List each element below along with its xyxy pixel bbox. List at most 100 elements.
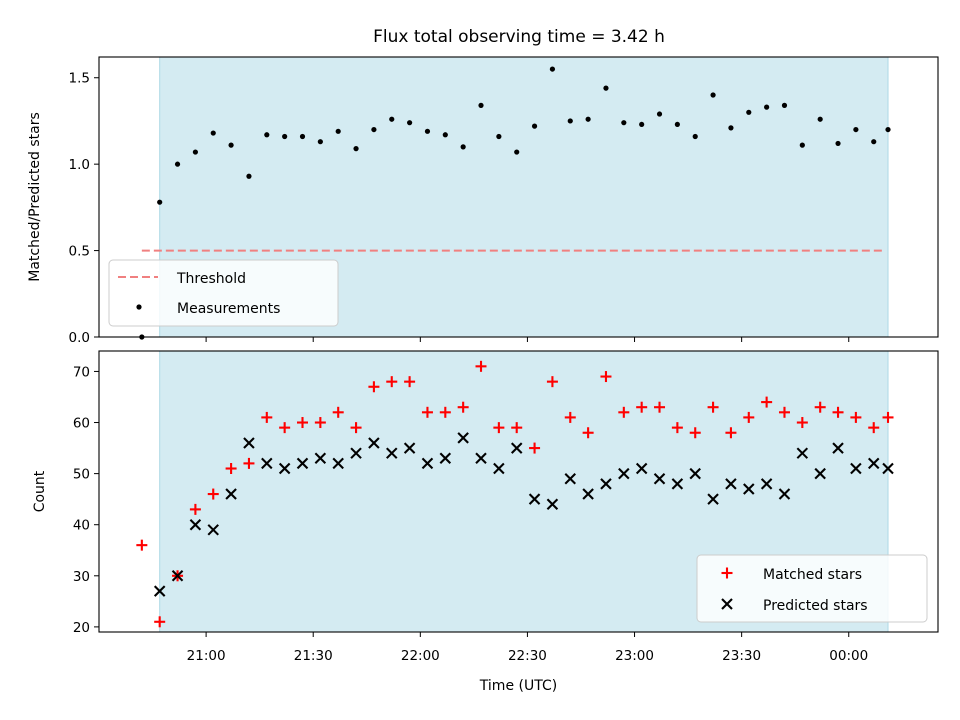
predicted-point xyxy=(386,447,398,459)
matched-point xyxy=(332,406,344,418)
x-tick-label: 22:00 xyxy=(401,648,440,664)
measurement-point xyxy=(407,120,413,126)
x-axis-label: Time (UTC) xyxy=(479,678,557,694)
matched-point xyxy=(868,422,880,434)
count-points xyxy=(136,360,894,628)
x-tick-label: 21:00 xyxy=(187,648,226,664)
top-legend: Threshold Measurements xyxy=(108,259,339,327)
x-tick-label: 21:30 xyxy=(294,648,333,664)
measurement-point xyxy=(246,173,252,179)
bottom-y-tick-label: 60 xyxy=(73,416,90,432)
predicted-point xyxy=(618,467,630,480)
measurement-point xyxy=(460,144,466,150)
predicted-point xyxy=(350,447,362,459)
measurement-point xyxy=(885,126,891,133)
matched-point xyxy=(207,488,219,500)
measurement-point xyxy=(264,132,270,138)
predicted-point xyxy=(814,467,826,480)
x-tick-label: 22:30 xyxy=(508,648,547,664)
matched-point xyxy=(654,401,666,413)
measurement-point xyxy=(299,133,306,140)
top-y-tick-label: 0.0 xyxy=(69,330,90,346)
measurement-point xyxy=(353,146,359,152)
measurement-point xyxy=(692,133,698,140)
matched-point xyxy=(279,422,291,434)
matched-point xyxy=(778,406,790,418)
measurement-point xyxy=(282,133,288,140)
predicted-point xyxy=(528,493,541,505)
measurement-point xyxy=(317,139,323,145)
bottom-legend: Matched stars Predicted stars xyxy=(696,554,928,623)
matched-point xyxy=(832,406,844,418)
x-tick-label: 23:30 xyxy=(722,648,761,664)
measurement-point xyxy=(656,111,663,117)
top-y-tick-label: 0.5 xyxy=(69,244,90,260)
predicted-point xyxy=(689,467,701,480)
measurement-point xyxy=(746,109,752,115)
predicted-point xyxy=(725,478,737,490)
predicted-point xyxy=(243,437,255,449)
measurement-point xyxy=(585,116,591,122)
measurement-point xyxy=(389,116,395,122)
matched-point xyxy=(154,616,166,628)
measurement-point xyxy=(442,132,448,138)
predicted-point xyxy=(882,462,894,475)
measurement-point xyxy=(210,130,216,136)
x-tick-label: 00:00 xyxy=(829,648,868,664)
matched-point xyxy=(618,406,630,418)
predicted-point xyxy=(600,478,612,490)
matched-point xyxy=(689,427,701,439)
legend-measurement-swatch xyxy=(136,304,142,310)
matched-point xyxy=(671,422,683,434)
x-tick-label: 23:00 xyxy=(615,648,654,664)
predicted-point xyxy=(314,452,327,465)
matched-point xyxy=(386,376,398,388)
legend-predicted-label: Predicted stars xyxy=(763,598,868,614)
predicted-point xyxy=(421,457,434,470)
matched-point xyxy=(261,411,273,423)
predicted-point xyxy=(278,462,291,475)
measurement-point xyxy=(514,149,520,155)
measurement-point xyxy=(871,139,877,145)
top-axes-frame xyxy=(98,56,939,338)
predicted-point xyxy=(796,447,809,459)
measurement-point xyxy=(853,126,859,133)
bottom-axes-frame xyxy=(98,350,939,633)
predicted-point xyxy=(189,518,202,531)
measurement-point xyxy=(835,140,841,147)
matched-point xyxy=(350,422,362,434)
bottom-y-tick-label: 50 xyxy=(73,467,90,483)
bottom-ticks: 20 30 40 50 60 70 21:00 21:30 22:00 22:30 23:00 23:… xyxy=(73,364,868,664)
matched-point xyxy=(546,376,558,388)
predicted-point xyxy=(261,457,273,470)
predicted-point xyxy=(778,488,791,500)
legend-predicted-swatch xyxy=(721,598,733,610)
measurement-point xyxy=(549,66,556,72)
bottom-legend-box xyxy=(696,554,928,623)
top-y-axis-label: Matched/Predicted stars xyxy=(27,112,43,282)
measurement-point xyxy=(371,126,377,133)
matched-point xyxy=(564,411,576,423)
predicted-point xyxy=(867,457,880,470)
bottom-y-tick-label: 30 xyxy=(73,569,90,585)
matched-point xyxy=(189,503,201,515)
predicted-point xyxy=(457,432,469,444)
measurement-point xyxy=(424,128,431,134)
measurement-point xyxy=(674,121,680,128)
top-y-tick-label: 1.0 xyxy=(69,157,90,173)
measurement-point xyxy=(817,116,823,122)
measurement-point xyxy=(157,199,163,205)
predicted-point xyxy=(760,478,773,490)
measurement-point xyxy=(478,102,484,108)
matched-point xyxy=(493,422,505,434)
matched-point xyxy=(761,396,773,408)
top-ticks: 0.0 0.5 1.0 1.5 xyxy=(69,71,850,346)
predicted-point xyxy=(207,524,219,536)
matched-point xyxy=(297,417,309,429)
measurement-point xyxy=(621,120,627,126)
bottom-y-axis-label: Count xyxy=(32,470,48,512)
legend-measurement-label: Measurements xyxy=(177,301,280,317)
matched-point xyxy=(600,371,612,383)
predicted-point xyxy=(707,493,719,505)
matched-point xyxy=(725,427,737,439)
